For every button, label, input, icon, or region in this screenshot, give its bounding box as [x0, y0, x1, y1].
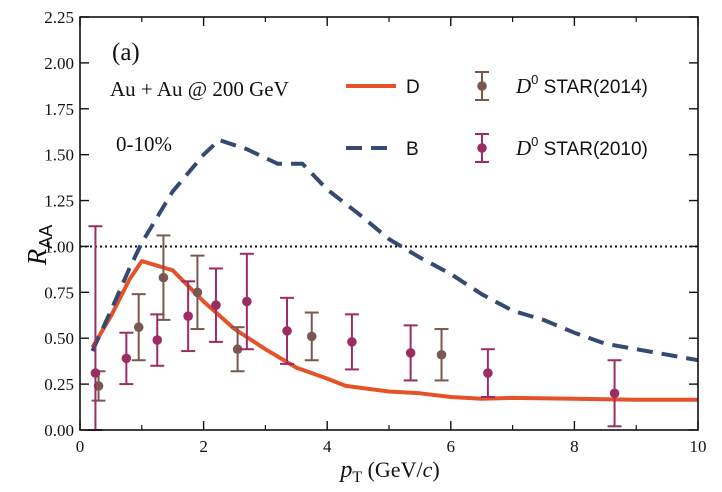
- y-tick-label: 2.25: [44, 8, 74, 27]
- data-points-layer: [88, 225, 622, 431]
- y-tick-label: 1.75: [44, 100, 74, 119]
- legend: D B D0 STAR(2014) D0 STAR(2010): [346, 71, 648, 163]
- system-label: Au + Au @ 200 GeV: [110, 77, 289, 101]
- legend-star2010-label: D0 STAR(2010): [515, 134, 648, 160]
- x-tick-label: 2: [199, 437, 208, 456]
- y-tick-label: 0.50: [44, 329, 74, 348]
- y-tick-label: 2.00: [44, 54, 74, 73]
- legend-label-d: D: [406, 77, 420, 98]
- star2010-point-marker: [405, 348, 416, 358]
- x-tick-label: 4: [323, 437, 332, 456]
- legend-star2014-label: D0 STAR(2014): [515, 72, 648, 98]
- axis-ticks-layer: 0 2 4 6 8 10 0.00 0.25 0.50 0.75 1.00 1.25 1.50 1.75 2…: [44, 8, 706, 456]
- star2014-point-marker: [232, 344, 243, 355]
- star2010-point-marker: [483, 368, 493, 378]
- panel-label: (a): [112, 39, 140, 66]
- star2010-point-marker: [121, 353, 132, 364]
- star2010-point-marker: [609, 388, 620, 399]
- centrality-label: 0-10%: [116, 132, 172, 156]
- star2010-point-marker: [282, 326, 292, 336]
- star2014-point-marker: [436, 349, 447, 360]
- y-axis-label: RAA: [22, 225, 56, 267]
- y-tick-label: 0.75: [44, 283, 74, 302]
- x-tick-label: 6: [447, 437, 456, 456]
- star2010-point-marker: [183, 311, 193, 321]
- x-tick-label: 10: [690, 437, 707, 456]
- x-axis-label-units-close: ): [432, 457, 439, 482]
- line-b: [90, 138, 699, 363]
- x-axis-label-units: (GeV/: [362, 457, 423, 482]
- model-lines-layer: [90, 138, 699, 402]
- star2014-point-marker: [158, 272, 169, 283]
- legend-label-b: B: [406, 139, 419, 160]
- y-tick-label: 1.00: [44, 237, 74, 256]
- x-tick-label: 0: [76, 437, 85, 456]
- legend-star2014-marker: [477, 81, 487, 91]
- star2014-point-marker: [133, 322, 144, 333]
- y-tick-label: 1.25: [44, 192, 74, 211]
- x-tick-label: 8: [570, 437, 579, 456]
- y-axis-label-main: R: [22, 248, 52, 266]
- y-tick-label: 1.50: [44, 146, 74, 165]
- x-axis-label-main: p: [338, 457, 352, 483]
- y-tick-label: 0.00: [44, 421, 74, 440]
- star2014-point-marker: [306, 331, 317, 342]
- star2010-point-marker: [152, 335, 163, 345]
- star2010-point-marker: [90, 368, 101, 378]
- star2014-point-marker: [192, 287, 203, 298]
- x-axis-label-units-var: c: [423, 457, 433, 482]
- line-d: [90, 259, 698, 402]
- x-axis-label-subscript: T: [352, 469, 362, 486]
- y-tick-label: 0.25: [44, 375, 74, 394]
- star2010-point-marker: [211, 300, 221, 310]
- y-axis-label-subscript: AA: [36, 225, 56, 249]
- star2010-point-marker: [347, 337, 357, 347]
- x-axis-label: pT (GeV/c): [338, 457, 439, 486]
- legend-star2010-marker: [477, 143, 487, 153]
- star2010-point-marker: [242, 296, 252, 307]
